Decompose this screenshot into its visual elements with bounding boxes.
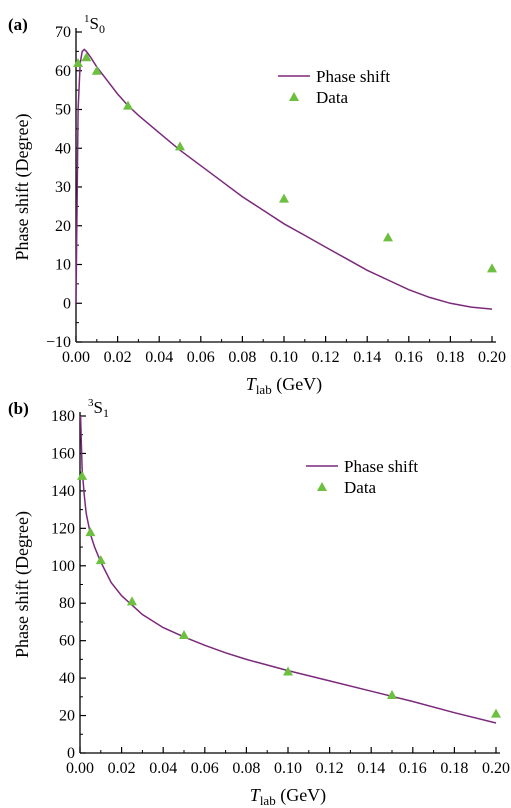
state-label-main: S [90, 14, 99, 33]
state-label-sup: 3 [88, 397, 94, 409]
panel-label: (b) [8, 399, 29, 418]
y-tick-label: 10 [55, 257, 71, 274]
state-label: 1S0 [84, 13, 105, 36]
y-tick-label: 50 [55, 102, 71, 119]
y-tick-label: 80 [59, 595, 75, 612]
legend-marker-swatch [289, 92, 299, 101]
y-axis-label: Phase shift (Degree) [12, 114, 33, 261]
legend: Phase shift Data [306, 457, 418, 497]
y-tick-label: 120 [51, 520, 75, 537]
y-tick-label: 60 [59, 633, 75, 650]
y-axis-label: Phase shift (Degree) [12, 511, 33, 658]
x-tick-label: 0.18 [440, 760, 468, 777]
x-axis-label: Tlab (GeV) [250, 785, 326, 808]
y-tick-label: 60 [55, 63, 71, 80]
x-axis-label: Tlab (GeV) [246, 374, 322, 397]
x-tick-label: 0.04 [145, 349, 173, 366]
y-tick-label: −10 [46, 334, 71, 351]
x-tick-label: 0.12 [312, 349, 340, 366]
legend-label: Data [316, 88, 349, 107]
x-tick-label: 0.10 [274, 760, 302, 777]
data-point [81, 52, 92, 62]
x-tick-label: 0.10 [270, 349, 298, 366]
x-tick-label: 0.00 [62, 349, 90, 366]
x-tick-label: 0.16 [399, 760, 427, 777]
data-point [491, 708, 501, 718]
x-axis-label-sub: lab [256, 382, 272, 397]
data-point [127, 596, 137, 606]
x-tick-label: 0.14 [357, 760, 385, 777]
y-tick-label: 0 [67, 745, 75, 762]
data-point [279, 193, 289, 203]
x-tick-label: 0.16 [395, 349, 423, 366]
data-point [179, 630, 189, 640]
x-tick-label: 0.02 [104, 349, 132, 366]
data-point [175, 141, 185, 151]
legend-marker-swatch [317, 482, 327, 491]
state-label-sub: 1 [103, 406, 109, 420]
legend-label: Phase shift [344, 457, 418, 476]
y-tick-label: 40 [59, 670, 75, 687]
y-tick-label: 0 [63, 295, 71, 312]
y-tick-label: 160 [51, 445, 75, 462]
state-label: 3S1 [88, 397, 109, 420]
series-line-phase-shift [79, 415, 497, 724]
data-point [95, 555, 106, 565]
x-axis-label-var: T [250, 785, 262, 805]
data-point [387, 689, 397, 699]
x-tick-label: 0.04 [149, 760, 177, 777]
y-tick-label: 20 [55, 218, 71, 235]
x-tick-label: 0.08 [232, 760, 260, 777]
legend-label: Phase shift [316, 67, 390, 86]
state-label-sup: 1 [84, 13, 90, 25]
y-tick-label: 70 [55, 24, 71, 41]
data-point [73, 58, 84, 67]
chart-panel-1: 0 20 40 60 80 100 120 140 160 180 0.00 0.02 0.04 0.06… [8, 397, 510, 808]
x-tick-label: 0.18 [436, 349, 464, 366]
panel-label: (a) [8, 15, 28, 34]
x-axis-label-sub: lab [260, 793, 276, 808]
y-tick-label: 40 [55, 140, 71, 157]
x-tick-label: 0.06 [187, 349, 215, 366]
legend-label: Data [344, 478, 377, 497]
x-tick-label: 0.06 [191, 760, 219, 777]
y-tick-label: 30 [55, 179, 71, 196]
x-tick-label: 0.00 [66, 760, 94, 777]
x-tick-label: 0.08 [228, 349, 256, 366]
legend: Phase shift Data [278, 67, 390, 107]
data-point [77, 470, 88, 480]
y-tick-label: 180 [51, 408, 75, 425]
y-tick-label: 20 [59, 708, 75, 725]
y-tick-label: 140 [51, 483, 75, 500]
x-tick-label: 0.20 [478, 349, 506, 366]
x-axis-label-unit: (GeV) [276, 785, 326, 806]
data-point [283, 666, 293, 676]
x-tick-label: 0.20 [482, 760, 510, 777]
x-axis-label-var: T [246, 374, 258, 394]
series-line-phase-shift [75, 48, 493, 310]
state-label-main: S [94, 398, 103, 417]
x-tick-label: 0.12 [316, 760, 344, 777]
y-tick-label: 100 [51, 558, 75, 575]
data-point [91, 65, 102, 75]
data-point [487, 263, 497, 273]
x-axis-label-unit: (GeV) [272, 374, 322, 395]
x-tick-label: 0.02 [108, 760, 136, 777]
state-label-sub: 0 [99, 22, 105, 36]
data-point [123, 100, 133, 110]
data-point [383, 232, 393, 242]
x-tick-label: 0.14 [353, 349, 381, 366]
data-point [85, 527, 96, 537]
